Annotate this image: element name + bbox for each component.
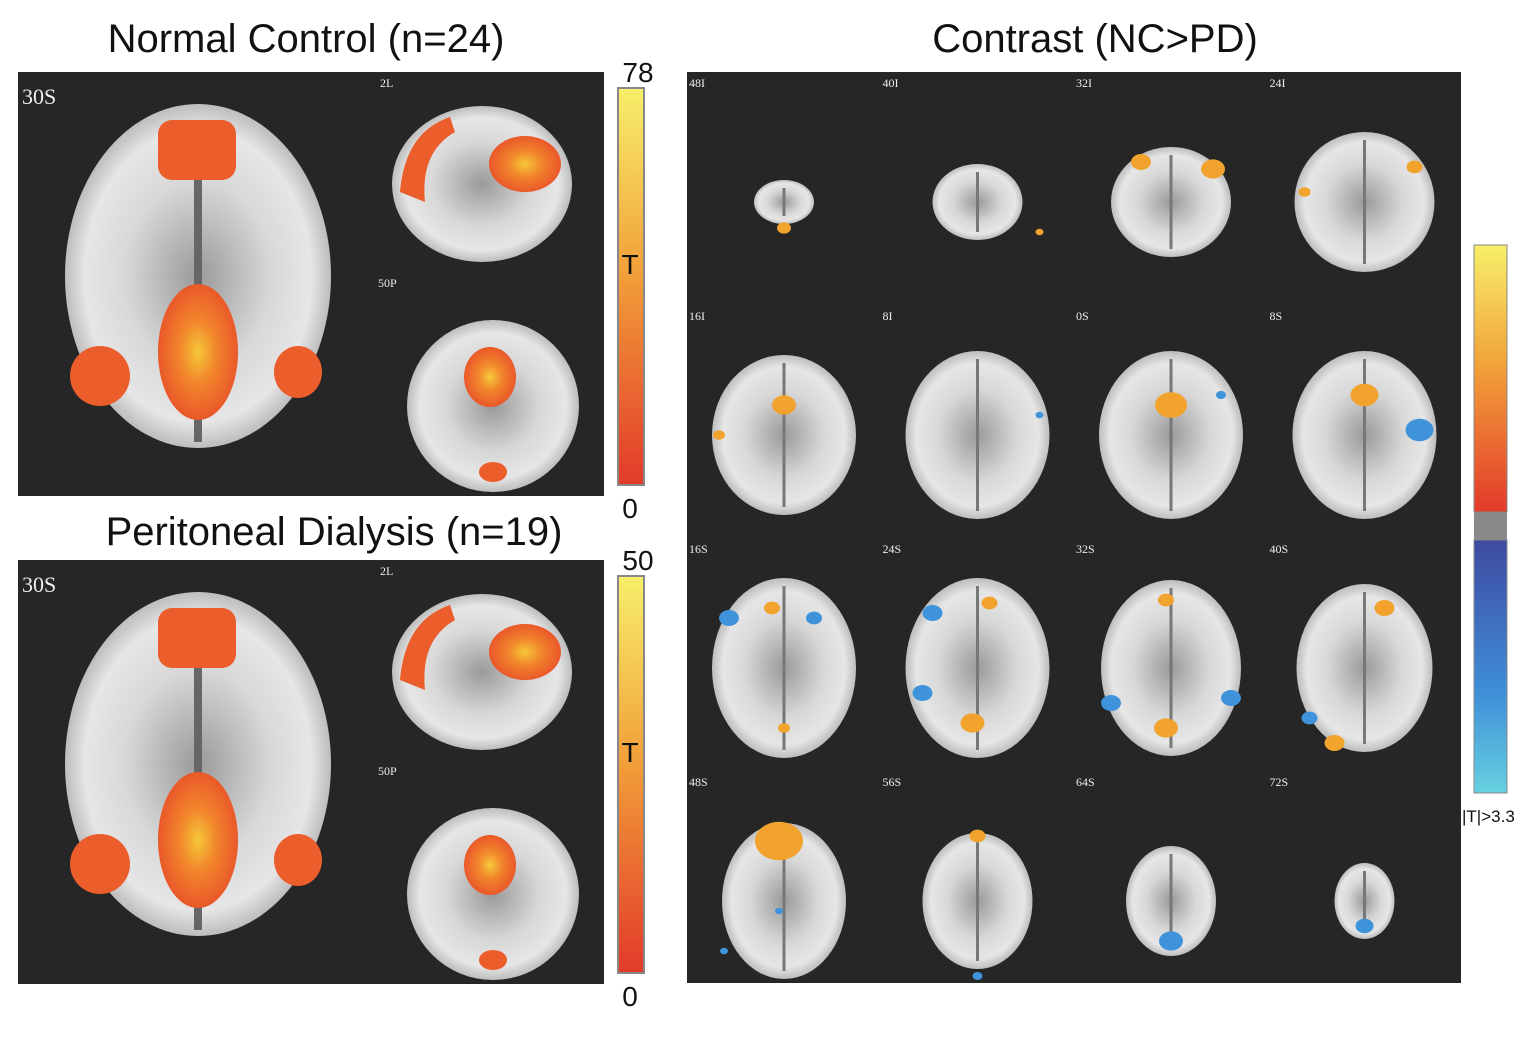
slice-label: 48S bbox=[689, 775, 708, 789]
colorbar bbox=[617, 87, 645, 486]
colorbar-positive bbox=[1473, 244, 1508, 513]
activation bbox=[479, 462, 507, 482]
activation bbox=[1406, 160, 1423, 174]
colorbar-negative bbox=[1473, 539, 1508, 794]
activation bbox=[775, 907, 783, 915]
activation bbox=[806, 611, 822, 625]
activation bbox=[1155, 392, 1187, 418]
activation bbox=[1355, 918, 1374, 934]
activation bbox=[158, 284, 238, 420]
activation bbox=[158, 608, 236, 668]
slice-label: 24S bbox=[883, 542, 902, 556]
activation bbox=[400, 117, 455, 202]
slice-label: 2L bbox=[380, 76, 393, 90]
activation bbox=[981, 596, 998, 610]
activation bbox=[1324, 735, 1345, 751]
slice-label: 2L bbox=[380, 564, 393, 578]
activation bbox=[777, 222, 791, 234]
activation bbox=[1131, 154, 1151, 170]
activation bbox=[1201, 159, 1225, 179]
activation bbox=[713, 430, 725, 440]
activation bbox=[479, 950, 507, 970]
colorbar-label: T bbox=[621, 737, 638, 768]
activation bbox=[922, 605, 943, 621]
slice-label: 50P bbox=[378, 764, 397, 778]
activation bbox=[1301, 711, 1318, 725]
slice-label: 56S bbox=[883, 775, 902, 789]
activation bbox=[1374, 600, 1395, 616]
slice-label: 64S bbox=[1076, 775, 1095, 789]
slice-label: 48I bbox=[689, 76, 705, 90]
activation bbox=[972, 972, 983, 980]
slice-label: 16S bbox=[689, 542, 708, 556]
activation bbox=[778, 723, 790, 733]
activation bbox=[1035, 228, 1044, 236]
activation bbox=[158, 120, 236, 180]
activation bbox=[764, 601, 780, 615]
activation bbox=[489, 624, 561, 680]
activation bbox=[1216, 391, 1226, 399]
activation bbox=[274, 834, 322, 886]
colorbar-threshold bbox=[1474, 512, 1507, 540]
activation bbox=[912, 685, 933, 701]
colorbar-max: 78 bbox=[622, 57, 653, 88]
slice-label: 8S bbox=[1270, 309, 1283, 323]
activation bbox=[1221, 690, 1241, 706]
colorbar-min: 0 bbox=[622, 981, 638, 1012]
threshold-label: |T|>3.3 bbox=[1462, 807, 1515, 826]
activation bbox=[464, 835, 516, 895]
slice-label: 40S bbox=[1270, 542, 1289, 556]
activation bbox=[70, 834, 130, 894]
slice-label: 0S bbox=[1076, 309, 1089, 323]
activation bbox=[719, 610, 739, 626]
slice-label: 30S bbox=[22, 572, 56, 597]
colorbar-label: T bbox=[621, 249, 638, 280]
slice-label: 30S bbox=[22, 84, 56, 109]
panel-title: Normal Control (n=24) bbox=[108, 17, 505, 61]
activation bbox=[1159, 931, 1183, 951]
activation bbox=[772, 395, 796, 415]
colorbar-min: 0 bbox=[622, 493, 638, 524]
slice-label: 32I bbox=[1076, 76, 1092, 90]
activation bbox=[158, 772, 238, 908]
slice-label: 50P bbox=[378, 276, 397, 290]
slice-label: 32S bbox=[1076, 542, 1095, 556]
activation bbox=[1350, 383, 1379, 407]
activation bbox=[274, 346, 322, 398]
panel-title: Contrast (NC>PD) bbox=[932, 17, 1258, 61]
activation bbox=[1405, 418, 1434, 442]
activation bbox=[969, 829, 986, 843]
activation bbox=[400, 605, 455, 690]
activation bbox=[755, 821, 803, 861]
activation bbox=[1298, 187, 1311, 197]
activation bbox=[720, 947, 728, 955]
activation bbox=[1101, 695, 1121, 711]
slice-label: 8I bbox=[883, 309, 893, 323]
activation bbox=[1035, 411, 1044, 419]
activation bbox=[70, 346, 130, 406]
slice-label: 16I bbox=[689, 309, 705, 323]
activation bbox=[960, 713, 985, 733]
panel-title: Peritoneal Dialysis (n=19) bbox=[106, 510, 563, 554]
slice-label: 24I bbox=[1270, 76, 1286, 90]
activation bbox=[464, 347, 516, 407]
activation bbox=[489, 136, 561, 192]
slice-label: 40I bbox=[883, 76, 899, 90]
activation bbox=[1154, 718, 1178, 738]
activation bbox=[1158, 593, 1174, 607]
colorbar bbox=[617, 575, 645, 974]
colorbar-max: 50 bbox=[622, 545, 653, 576]
slice-label: 72S bbox=[1270, 775, 1289, 789]
